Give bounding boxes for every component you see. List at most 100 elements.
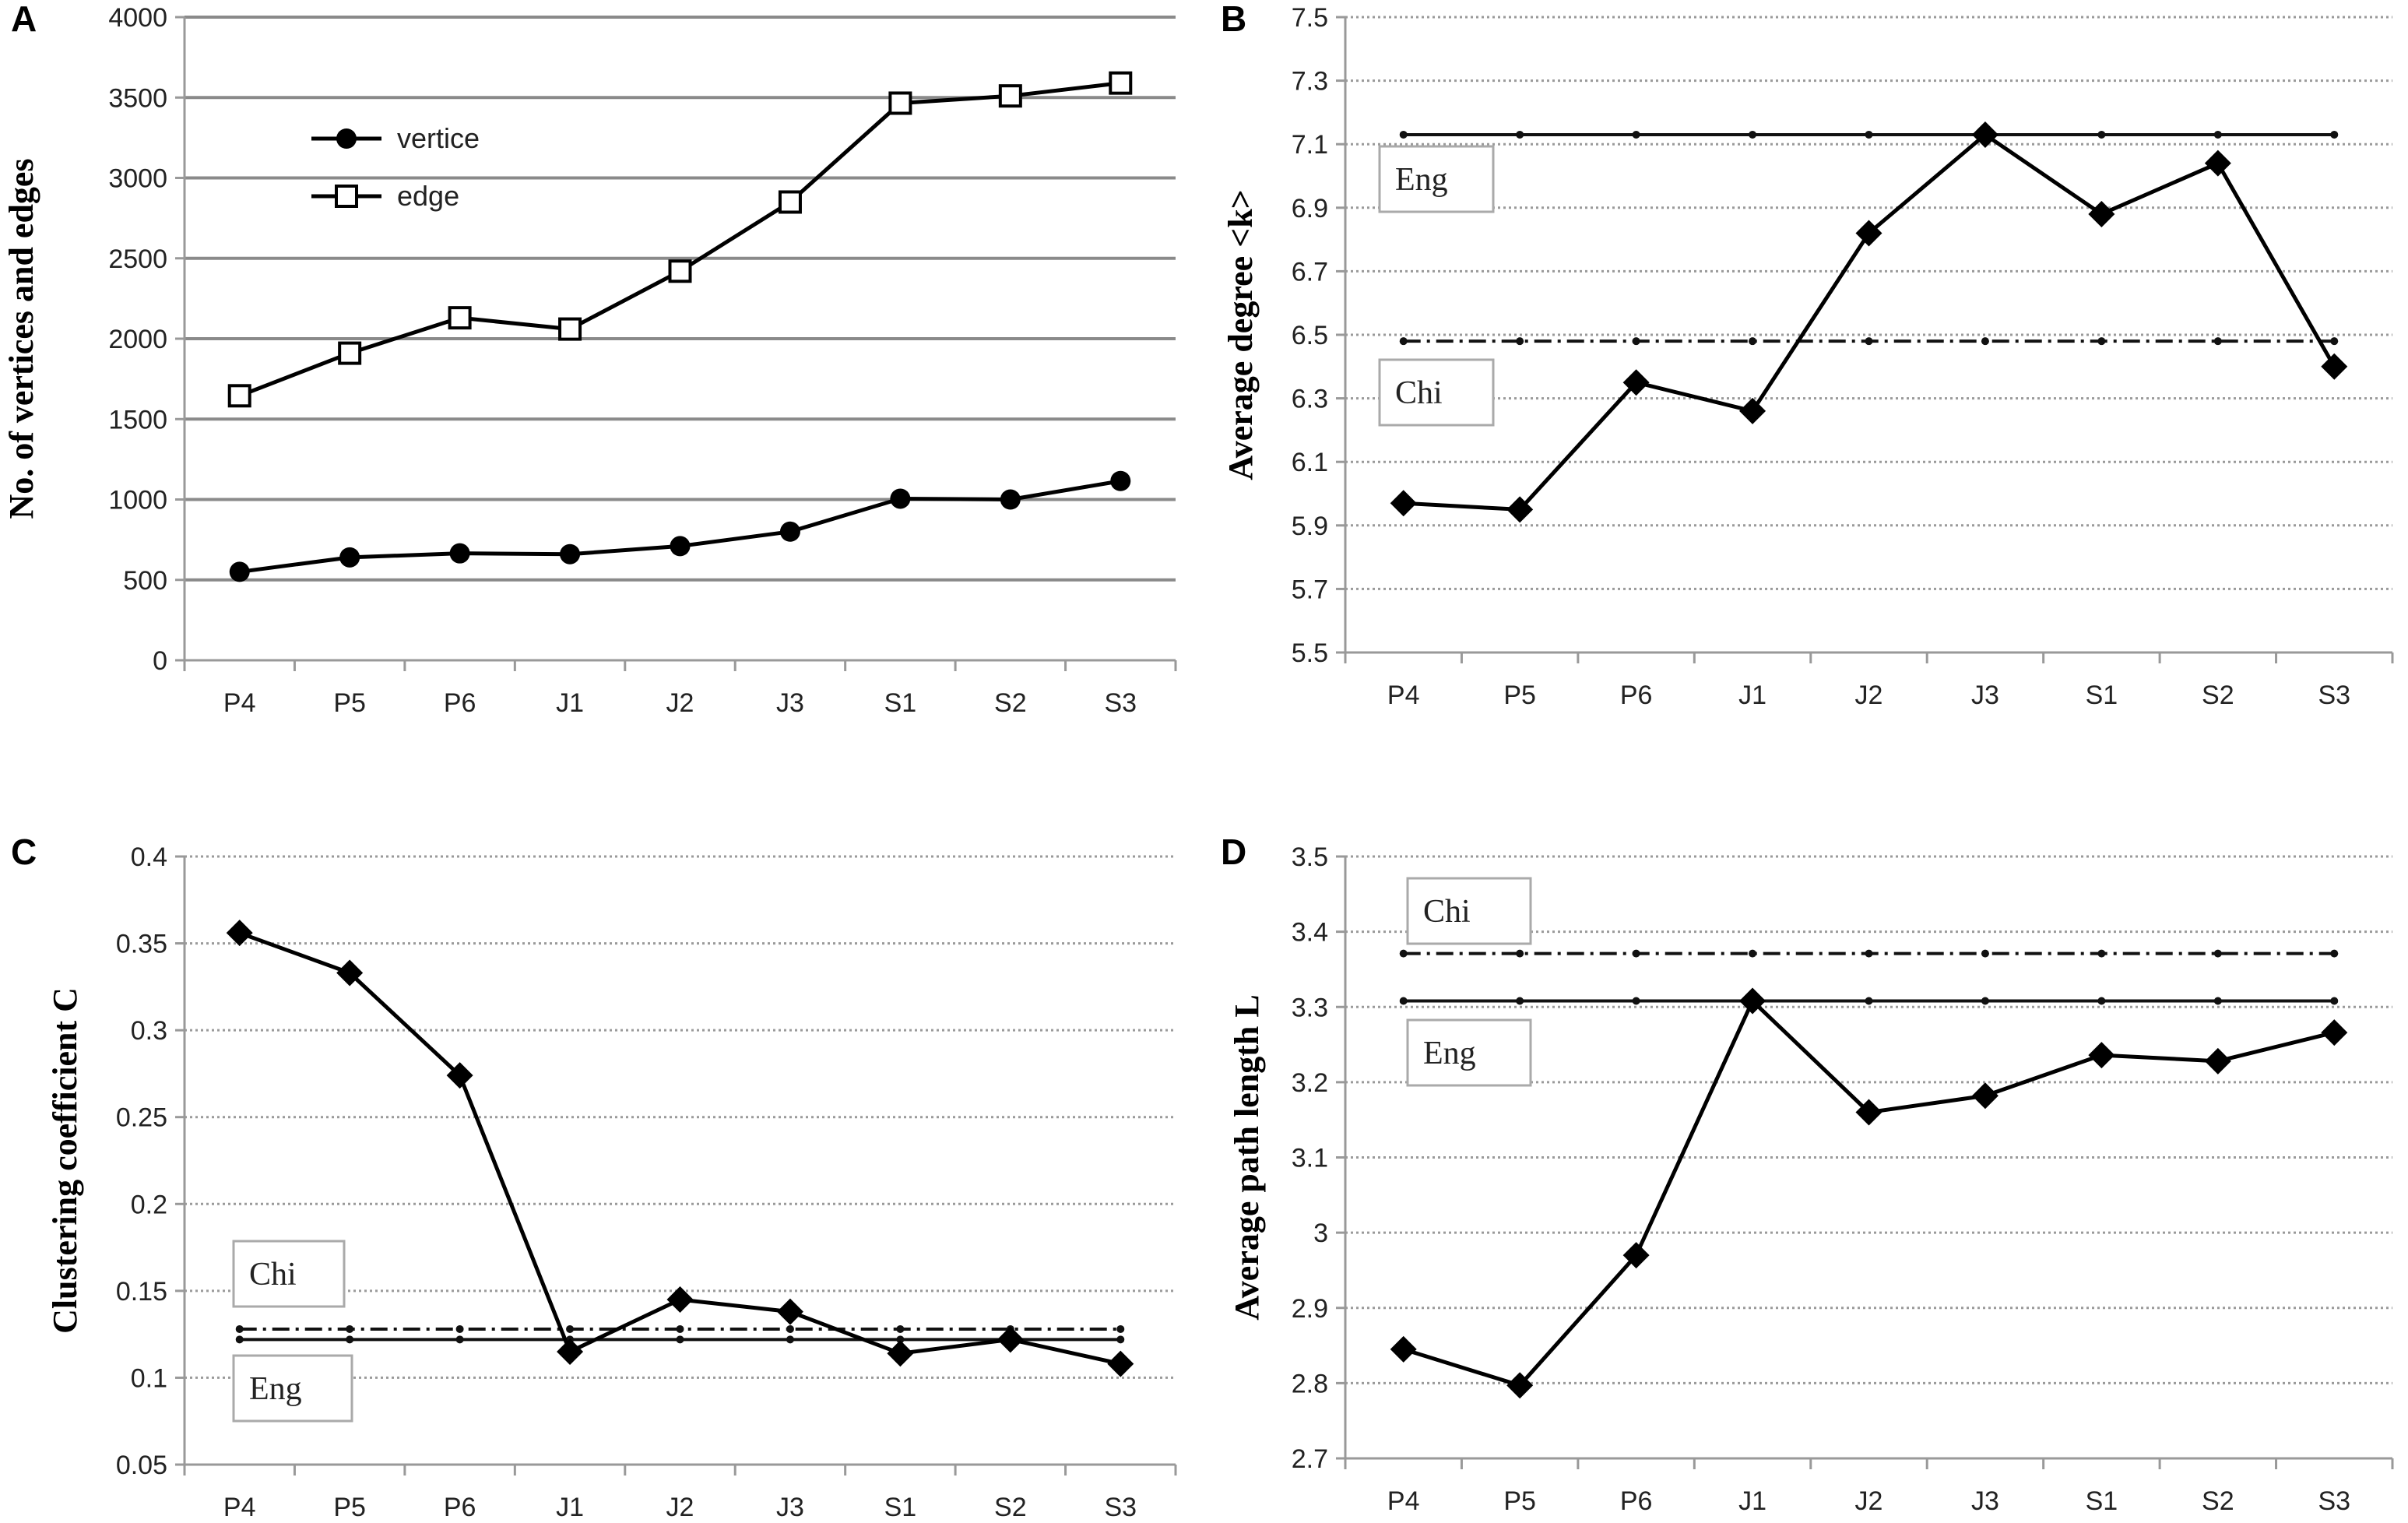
reference-line-dot — [1981, 337, 1989, 346]
panel-c: C 0.05 0.1 0.15 0.2 0.25 0.3 0.35 0.4 P4 P5 P6 J1 J2 J… — [11, 832, 1177, 1522]
y-tick-label: 0.35 — [116, 930, 167, 959]
data-point — [446, 1062, 473, 1089]
data-point — [2204, 149, 2231, 177]
annotation-label-chi: Chi — [249, 1257, 297, 1293]
data-point — [1000, 489, 1021, 510]
reference-line-eng: Eng — [1399, 997, 2339, 1087]
reference-line-dot — [2097, 949, 2106, 958]
reference-line-dot — [676, 1324, 684, 1333]
reference-line-dot — [1116, 1324, 1125, 1333]
reference-line-dot — [1632, 130, 1640, 139]
y-tick-label: 1500 — [108, 405, 167, 434]
y-tick-label: 5.5 — [1292, 638, 1328, 668]
reference-line-dot — [1516, 337, 1524, 346]
y-tick-label: 7.5 — [1292, 3, 1328, 33]
annotation-label-eng: Eng — [249, 1371, 302, 1407]
data-point — [227, 384, 251, 408]
y-tick-label: 6.9 — [1292, 194, 1328, 223]
y-tick-label: 6.7 — [1292, 257, 1328, 287]
data-point — [1109, 71, 1133, 95]
reference-line-dot — [1399, 997, 1408, 1005]
data-point — [1506, 1372, 1534, 1399]
data-point — [1107, 1350, 1134, 1377]
legend-label-vertice: vertice — [397, 122, 480, 154]
data-point — [887, 1340, 914, 1367]
y-tick-label: 0 — [153, 646, 167, 676]
y-tick-label: 7.3 — [1292, 67, 1328, 97]
data-point — [1855, 220, 1882, 247]
reference-line-dot — [2213, 949, 2222, 958]
reference-line-chi: Chi — [232, 1240, 1125, 1333]
x-tick-label: J3 — [776, 688, 804, 718]
series-line — [1403, 132, 2336, 512]
annotation-label-chi: Chi — [1395, 375, 1443, 411]
x-tick-label: P6 — [1620, 681, 1653, 710]
data-point — [1622, 369, 1650, 396]
x-tick-label: J1 — [556, 688, 584, 718]
series-b — [1390, 121, 2348, 523]
reference-line-dot — [2330, 997, 2339, 1005]
reference-line-dot — [235, 1335, 244, 1344]
y-axis-label-c: Clustering coefficient C — [46, 987, 84, 1334]
annotation-box-eng — [1378, 145, 1495, 213]
data-point — [2204, 1047, 2231, 1075]
data-point — [1739, 987, 1766, 1015]
x-tick-label: J3 — [1971, 681, 1999, 710]
y-tick-label: 6.3 — [1292, 385, 1328, 414]
data-point — [1971, 121, 1998, 148]
panel-letter-a: A — [11, 0, 37, 39]
x-tick-label: J3 — [776, 1493, 804, 1522]
reference-line-dot — [1749, 337, 1757, 346]
reference-line-dot — [455, 1324, 464, 1333]
series-edge — [227, 71, 1133, 408]
reference-line-dot — [1399, 130, 1408, 139]
legend: vertice edge — [311, 122, 480, 212]
reference-line-dot — [1516, 997, 1524, 1005]
data-point — [449, 543, 470, 564]
x-tick-label: S2 — [994, 688, 1027, 718]
annotation-box-chi — [1406, 877, 1532, 945]
panel-letter-c: C — [11, 832, 37, 872]
reference-line-dot — [1399, 949, 1408, 958]
x-tick-label: J2 — [666, 688, 694, 718]
reference-line-dot — [566, 1324, 575, 1333]
annotation-label-chi: Chi — [1423, 894, 1471, 930]
data-point — [229, 561, 250, 582]
reference-line-dot — [2330, 130, 2339, 139]
reference-line-dot — [346, 1324, 354, 1333]
reference-line-dot — [235, 1324, 244, 1333]
x-tick-label: S3 — [2318, 681, 2350, 710]
x-tick-label: J2 — [1855, 1486, 1883, 1516]
gridlines-d — [1336, 855, 2392, 1460]
x-tick-label: J1 — [1738, 681, 1766, 710]
reference-line-dot — [1632, 337, 1640, 346]
reference-line-dot — [786, 1335, 794, 1344]
reference-line-dot — [1865, 997, 1873, 1005]
reference-line-dot — [1116, 1335, 1125, 1344]
reference-line-dot — [1981, 997, 1989, 1005]
x-tick-label: S3 — [2318, 1486, 2350, 1516]
x-tick-label: J2 — [666, 1493, 694, 1522]
y-tick-label: 2.7 — [1292, 1444, 1328, 1474]
x-tick-label: P6 — [444, 688, 476, 718]
data-point — [1855, 1099, 1882, 1126]
y-axis-label-a: No. of vertices and edges — [2, 158, 40, 519]
reference-line-dot — [1399, 337, 1408, 346]
data-point — [338, 341, 362, 365]
y-tick-label: 5.7 — [1292, 575, 1328, 604]
data-point — [666, 1286, 694, 1314]
data-point — [1739, 397, 1766, 424]
annotation-box-chi — [232, 1240, 346, 1308]
series-d — [1390, 987, 2348, 1399]
y-tick-label: 0.1 — [131, 1363, 167, 1393]
x-tick-label: J1 — [556, 1493, 584, 1522]
reference-line-dot — [896, 1324, 905, 1333]
x-tick-label: P5 — [1503, 1486, 1536, 1516]
y-tick-label: 3 — [1313, 1219, 1328, 1248]
y-tick-label: 3.3 — [1292, 993, 1328, 1022]
y-tick-label: 500 — [123, 566, 167, 596]
panel-d: D 2.7 2.8 2.9 3 3.1 3.2 3.3 3.4 3.5 P4 P5 P6 J1 J2 J3 S1… — [1221, 832, 2394, 1516]
x-tick-label: S1 — [2086, 1486, 2118, 1516]
reference-line-dot — [455, 1335, 464, 1344]
x-tick-label: P6 — [1620, 1486, 1653, 1516]
